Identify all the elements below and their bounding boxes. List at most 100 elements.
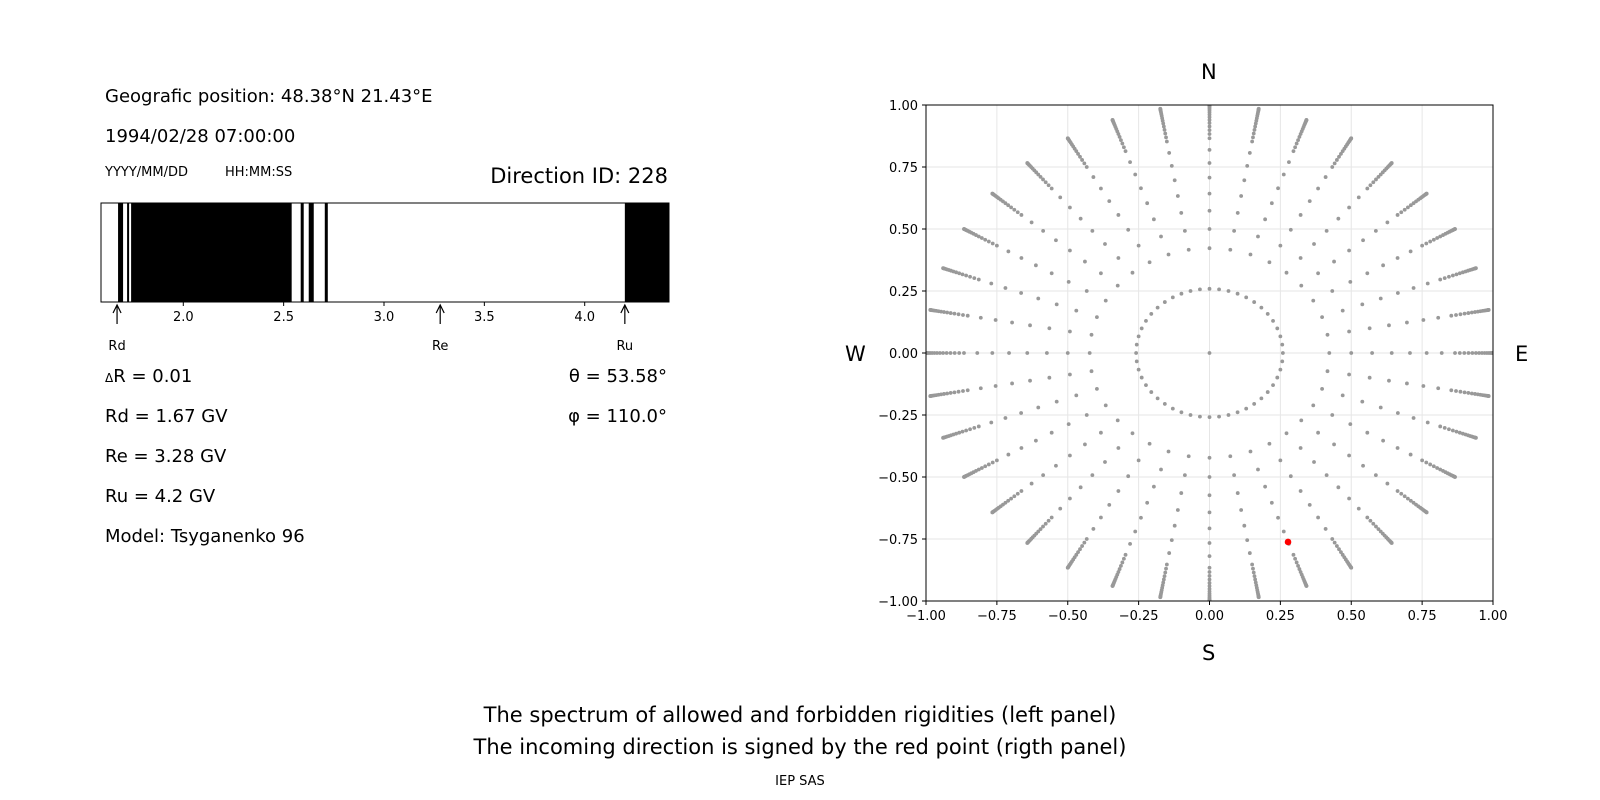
grid-direction-point	[1453, 227, 1457, 231]
grid-direction-point	[1207, 118, 1212, 122]
grid-direction-point	[1335, 158, 1339, 162]
y-tick-label: 0.50	[889, 223, 918, 238]
grid-direction-point	[1033, 438, 1038, 443]
grid-direction-point	[1395, 256, 1400, 260]
grid-direction-point	[1128, 160, 1132, 165]
grid-direction-point	[1462, 311, 1467, 316]
grid-direction-point	[1293, 556, 1298, 561]
grid-direction-point	[1043, 180, 1048, 185]
grid-direction-point	[1281, 529, 1286, 534]
grid-direction-point	[1116, 446, 1121, 450]
grid-direction-point	[1151, 484, 1156, 489]
grid-direction-point	[1046, 183, 1051, 188]
grid-direction-point	[1239, 194, 1244, 198]
grid-direction-point	[1347, 329, 1351, 334]
grid-direction-point	[1348, 422, 1353, 427]
grid-direction-point	[1175, 194, 1180, 198]
grid-direction-point	[1226, 289, 1231, 293]
grid-direction-point	[1424, 510, 1429, 515]
grid-direction-point	[1381, 263, 1386, 268]
grid-direction-point	[1198, 287, 1202, 292]
grid-direction-point	[1395, 291, 1400, 295]
grid-direction-point	[1170, 406, 1175, 411]
grid-direction-point	[1235, 291, 1240, 296]
grid-direction-point	[1278, 243, 1283, 248]
grid-direction-point	[1110, 584, 1115, 588]
grid-direction-point	[1207, 581, 1212, 585]
grid-direction-point	[1139, 326, 1144, 331]
grid-direction-point	[1116, 213, 1121, 217]
y-tick-label: 1.00	[889, 99, 918, 114]
grid-direction-point	[1293, 145, 1298, 150]
grid-direction-point	[1179, 211, 1184, 215]
grid-direction-point	[1402, 494, 1407, 499]
grid-direction-point	[1136, 243, 1141, 248]
grid-direction-point	[1161, 577, 1166, 582]
grid-direction-point	[1167, 551, 1172, 555]
grid-direction-point	[1162, 300, 1167, 304]
grid-direction-point	[1188, 289, 1193, 293]
grid-direction-point	[957, 271, 962, 276]
grid-direction-point	[1068, 496, 1072, 501]
grid-direction-point	[1373, 228, 1378, 233]
grid-direction-point	[1256, 234, 1260, 239]
grid-direction-point	[1170, 295, 1175, 300]
grid-direction-point	[1007, 351, 1011, 355]
grid-direction-point	[941, 266, 945, 271]
grid-direction-point	[1287, 160, 1291, 165]
grid-direction-point	[1025, 541, 1030, 545]
grid-direction-point	[1263, 217, 1268, 222]
grid-direction-point	[1371, 180, 1376, 185]
grid-direction-point	[942, 310, 946, 314]
x-tick-label: 0.00	[1195, 609, 1224, 624]
grid-direction-point	[1162, 574, 1167, 579]
grid-direction-point	[968, 274, 972, 279]
grid-direction-point	[1278, 367, 1283, 372]
grid-direction-point	[1469, 310, 1474, 315]
grid-direction-point	[1158, 106, 1163, 111]
grid-direction-point	[1405, 496, 1410, 501]
marker-arrow-head	[435, 303, 445, 314]
grid-direction-point	[1424, 460, 1429, 465]
grid-direction-point	[1370, 351, 1375, 355]
grid-direction-point	[1298, 446, 1303, 450]
grid-direction-point	[1399, 210, 1404, 215]
grid-direction-point	[1424, 241, 1429, 246]
grid-direction-point	[1147, 441, 1152, 446]
grid-direction-point	[1267, 441, 1272, 446]
grid-direction-point	[986, 462, 991, 467]
grid-direction-point	[1167, 151, 1172, 155]
grid-direction-point	[1155, 305, 1160, 310]
grid-direction-point	[1207, 554, 1212, 559]
grid-direction-point	[1029, 220, 1034, 225]
direction-points	[926, 105, 1493, 601]
grid-direction-point	[1421, 318, 1426, 322]
geographic-position: Geografic position: 48.38°N 21.43°E	[105, 86, 433, 107]
grid-direction-point	[1074, 308, 1079, 313]
grid-direction-point	[1469, 391, 1474, 396]
grid-direction-point	[1058, 195, 1063, 200]
marker-arrow-head	[620, 303, 630, 314]
spectrum-tick-label: 3.5	[474, 310, 495, 325]
grid-direction-point	[1145, 201, 1150, 206]
grid-direction-point	[1251, 135, 1255, 140]
grid-direction-point	[1368, 183, 1373, 188]
grid-direction-point	[1207, 286, 1212, 291]
delta-r-value: R = 0.01	[113, 366, 193, 387]
grid-direction-point	[993, 384, 998, 388]
grid-direction-point	[1323, 527, 1328, 531]
grid-direction-point	[1361, 463, 1365, 468]
grid-direction-point	[1349, 136, 1354, 141]
grid-direction-point	[1458, 389, 1463, 394]
grid-direction-point	[1278, 458, 1283, 463]
grid-direction-point	[1235, 410, 1240, 415]
grid-direction-point	[1408, 249, 1413, 254]
grid-direction-point	[1095, 386, 1099, 391]
grid-direction-point	[1217, 287, 1221, 292]
grid-direction-point	[1348, 279, 1353, 284]
grid-direction-point	[1245, 164, 1250, 168]
grid-direction-point	[1256, 106, 1261, 111]
grid-direction-point	[941, 435, 945, 440]
grid-direction-point	[1408, 203, 1413, 208]
grid-direction-point	[1349, 351, 1354, 355]
